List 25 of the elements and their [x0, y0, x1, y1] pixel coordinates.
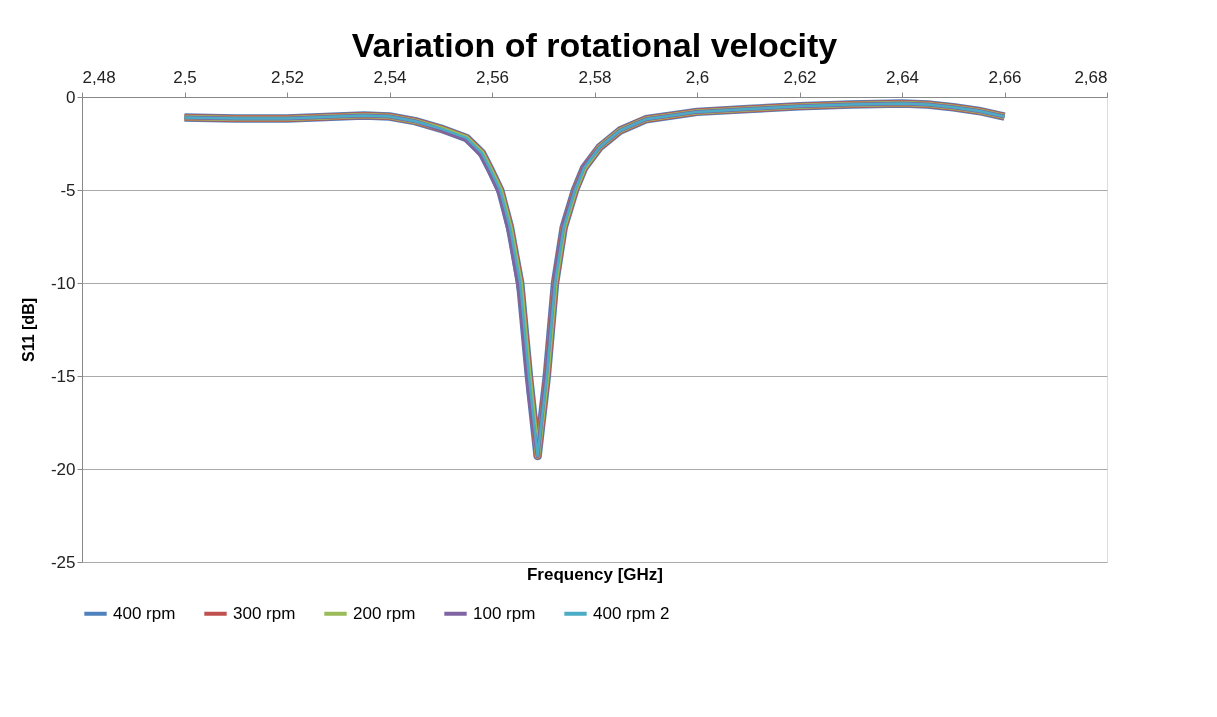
x-tick-label: 2,54 — [373, 67, 407, 87]
legend-label: 100 rpm — [473, 603, 536, 623]
legend-label: 400 rpm 2 — [593, 603, 670, 623]
y-tick-label: -15 — [50, 366, 76, 386]
y-axis-title: S11 [dB] — [19, 297, 37, 363]
x-tick-label: 2,68 — [1074, 67, 1108, 87]
y-tick-label: -25 — [50, 552, 76, 572]
y-tick-label: -10 — [50, 273, 76, 293]
x-tick-label: 2,64 — [885, 67, 920, 87]
x-tick-label: 2,52 — [270, 67, 305, 87]
x-tick-label: 2,56 — [475, 67, 510, 87]
x-tick-label: 2,48 — [82, 67, 116, 87]
y-tick-label: -20 — [50, 459, 76, 479]
x-tick-label: 2,62 — [783, 67, 817, 87]
legend-label: 300 rpm — [233, 603, 296, 623]
chart-title: Variation of rotational velocity — [351, 26, 838, 64]
y-tick-label: 0 — [66, 87, 76, 107]
y-tick-label: -5 — [60, 180, 76, 200]
x-tick-label: 2,6 — [685, 67, 710, 87]
x-tick-label: 2,58 — [578, 67, 612, 87]
legend-label: 400 rpm — [113, 603, 176, 623]
x-axis-title: Frequency [GHz] — [526, 564, 664, 584]
x-tick-label: 2,66 — [988, 67, 1022, 87]
legend-label: 200 rpm — [353, 603, 416, 623]
x-tick-label: 2,5 — [173, 67, 197, 87]
